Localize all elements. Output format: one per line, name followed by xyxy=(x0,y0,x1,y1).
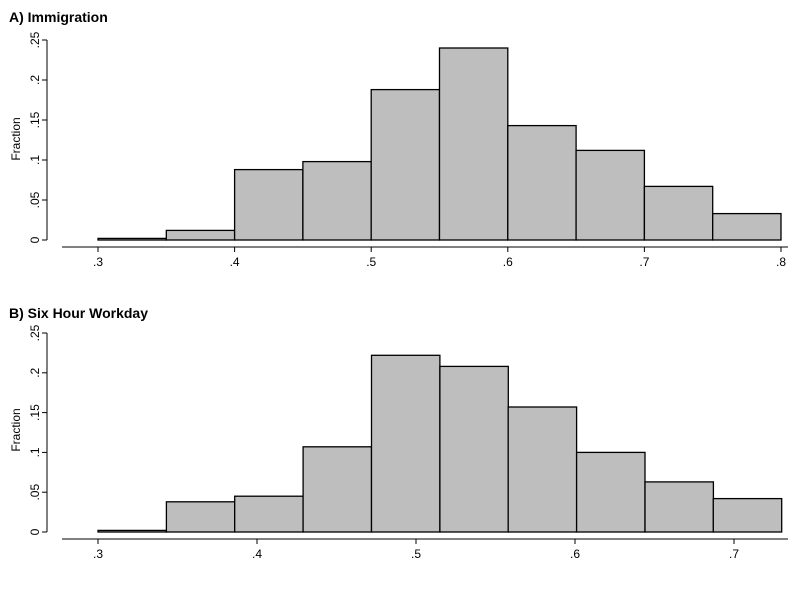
histogram-bar xyxy=(575,149,646,241)
y-tick-label: .25 xyxy=(28,324,42,341)
x-tick-label: .7 xyxy=(639,255,649,269)
y-tick-label: 0 xyxy=(28,528,42,535)
histogram-bar xyxy=(712,212,782,241)
y-tick-label: 0 xyxy=(28,236,42,243)
y-tick-label: .05 xyxy=(28,191,42,208)
x-tick-label: .3 xyxy=(93,547,103,561)
histogram-bar xyxy=(438,47,509,241)
histogram-bar xyxy=(302,446,373,533)
histogram-bar xyxy=(97,237,167,241)
x-tick-label: .7 xyxy=(729,547,739,561)
histogram-bar xyxy=(644,481,715,533)
histogram-bar xyxy=(165,229,236,241)
y-axis-label: Fraction xyxy=(9,408,23,451)
x-tick-label: .3 xyxy=(93,255,103,269)
panel-title: A) Immigration xyxy=(9,9,108,25)
panel-six-hour-workday: B) Six Hour Workday Fraction 0 .05 .1 .15 .2… xyxy=(9,305,788,561)
histogram-bar xyxy=(370,88,441,241)
histogram-bar xyxy=(575,451,646,533)
panel-immigration: A) Immigration Fraction 0 .05 .1 .15 .2 .25 .3… xyxy=(9,9,788,269)
histogram-bar xyxy=(165,501,236,533)
histogram-bar xyxy=(233,168,304,241)
x-tick-label: .5 xyxy=(366,255,376,269)
y-tick-label: .05 xyxy=(28,484,42,501)
y-tick-label: .1 xyxy=(28,155,42,165)
x-tick-label: .4 xyxy=(230,255,240,269)
y-tick-label: .25 xyxy=(28,31,42,48)
x-tick-label: .6 xyxy=(570,547,580,561)
histogram-bar xyxy=(507,406,578,533)
histogram-bar xyxy=(439,365,509,533)
x-tick-label: .5 xyxy=(411,547,421,561)
x-tick-label: .6 xyxy=(503,255,513,269)
panel-title: B) Six Hour Workday xyxy=(9,305,148,321)
y-tick-label: .1 xyxy=(28,447,42,457)
histogram-bar xyxy=(370,354,441,533)
x-tick-label: .4 xyxy=(252,547,262,561)
y-axis-label: Fraction xyxy=(9,117,23,160)
histogram-bar xyxy=(97,529,168,533)
x-tick-label: .8 xyxy=(776,255,786,269)
histogram-bar xyxy=(302,160,372,241)
histogram-bar xyxy=(643,185,714,241)
y-tick-label: .15 xyxy=(28,111,42,128)
histogram-bar xyxy=(712,497,783,533)
y-tick-label: .2 xyxy=(28,75,42,85)
histogram-bar xyxy=(234,495,304,533)
y-tick-label: .2 xyxy=(28,367,42,377)
y-tick-label: .15 xyxy=(28,404,42,421)
histogram-bar xyxy=(507,124,577,241)
